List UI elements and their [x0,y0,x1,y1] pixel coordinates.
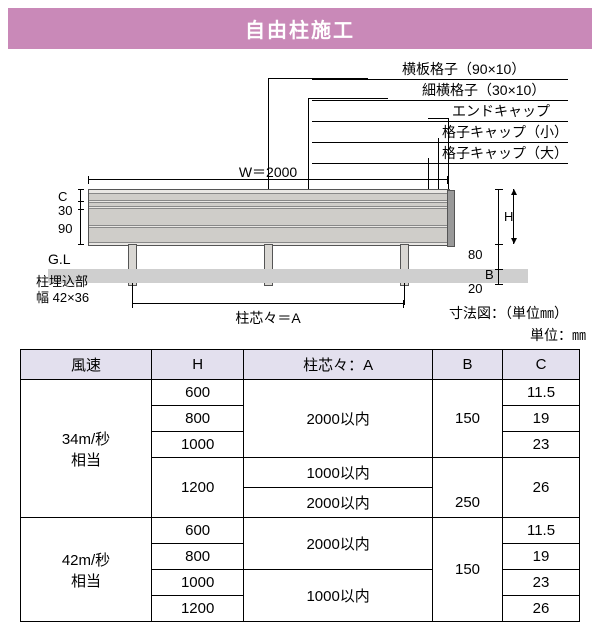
cell: 23 [502,432,580,458]
cell: 2000以内 [243,518,432,570]
cell: 800 [152,544,244,570]
dim-c: C [58,189,67,204]
th-a: 柱芯々：A [243,350,432,380]
endcap [447,190,455,247]
dim-80: 80 [468,247,482,262]
spec-table: 風速 H 柱芯々：A B C 34m/秒相当 600 2000以内 150 11… [20,349,581,622]
dim-left-axis [80,189,81,244]
th-b: B [433,350,502,380]
leader [268,78,368,79]
slat [89,208,449,226]
title-bar: 自由柱施工 [8,8,592,49]
fence-body [88,189,450,246]
cell: 11.5 [502,518,580,544]
cell: 26 [502,596,580,622]
cell: 1000以内 [243,570,432,622]
dim-a: 柱芯々＝A [132,303,404,304]
gl-label: G.L [48,251,71,267]
cell [433,458,502,488]
cell: 1000 [152,432,244,458]
dim-right-axis [498,189,499,284]
th-wind: 風速 [20,350,152,380]
ground [48,269,528,283]
cell: 1200 [152,458,244,518]
dim-a-label: 柱芯々＝A [235,308,300,328]
dim-w-label: W＝2000 [239,162,297,182]
cell: 42m/秒相当 [20,518,152,622]
cell: 34m/秒相当 [20,380,152,518]
leader-v2 [308,98,309,198]
h-arrow [513,189,514,244]
dim-w: W＝2000 [88,179,448,180]
leader [308,98,388,99]
label-cap-small: 格子キャップ（小） [312,122,568,143]
cell: 150 [433,518,502,622]
slat [89,227,449,243]
slat [89,193,449,201]
dim-B: B [485,267,494,282]
dim-note: 寸法図：（単位㎜） [449,303,568,323]
slat [89,202,449,207]
cell: 1000 [152,570,244,596]
leader-v3 [448,118,449,190]
diagram: 横板格子（90×10） 細横格子（30×10） エンドキャップ 格子キャップ（小… [8,59,568,319]
dim-30: 30 [58,203,72,218]
cell: 600 [152,518,244,544]
cell: 600 [152,380,244,406]
callout-labels: 横板格子（90×10） 細横格子（30×10） エンドキャップ 格子キャップ（小… [312,59,568,164]
th-c: C [502,350,580,380]
dim-H: H [504,209,513,224]
cell: 250 [433,488,502,518]
label-cap-large: 格子キャップ（大） [312,143,568,164]
cell: 2000以内 [243,488,432,518]
cell: 19 [502,544,580,570]
unit-label: 単位：㎜ [8,325,586,345]
dim-20: 20 [468,281,482,296]
cell: 1200 [152,596,244,622]
cell: 2000以内 [243,380,432,458]
leader-v4 [438,138,439,192]
cell: 800 [152,406,244,432]
cell: 26 [502,458,580,518]
cell: 11.5 [502,380,580,406]
label-yokoita: 横板格子（90×10） [312,59,568,80]
leader [428,118,448,119]
cell: 19 [502,406,580,432]
dim-90: 90 [58,221,72,236]
cell: 23 [502,570,580,596]
cell: 150 [433,380,502,458]
cell: 1000以内 [243,458,432,488]
th-h: H [152,350,244,380]
umekomi-dim: 幅 42×36 [36,287,89,306]
